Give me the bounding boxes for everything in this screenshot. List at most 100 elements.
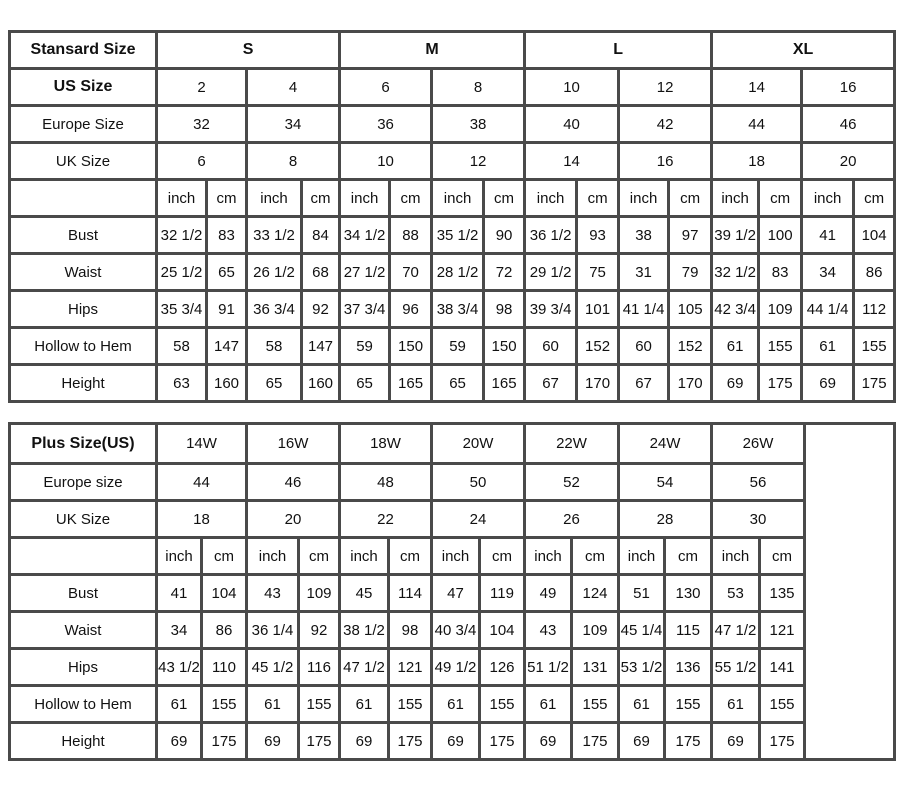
measure-value: 109 [297, 573, 341, 613]
measure-value: 61 [710, 684, 761, 724]
measure-value: 38 1/2 [338, 610, 390, 650]
measure-row: Height 63 160 65 160 65 165 65 165 67 170 67 170 69 17… [8, 363, 897, 403]
unit-label: cm [852, 178, 897, 218]
measure-value: 67 [617, 363, 671, 403]
size-value: 8 [430, 67, 527, 107]
measure-value: 170 [575, 363, 621, 403]
size-value: 8 [244, 141, 342, 181]
measure-value: 92 [299, 289, 342, 329]
size-value: 50 [430, 462, 526, 502]
unit-label: inch [617, 536, 666, 576]
size-value: 12 [617, 67, 714, 107]
size-value: 54 [617, 462, 713, 502]
measure-value: 160 [205, 363, 248, 403]
unit-label: cm [205, 178, 248, 218]
size-value: 20 [800, 141, 897, 181]
measure-value: 65 [338, 363, 392, 403]
measure-value: 55 1/2 [710, 647, 761, 687]
measure-value: 84 [299, 215, 342, 255]
measure-value: 61 [430, 684, 481, 724]
measure-value: 69 [710, 721, 761, 761]
unit-label: cm [570, 536, 620, 576]
measure-value: 41 [800, 215, 856, 255]
units-row: inch cm inch cm inch cm inch cm inch cm inch cm inch… [8, 536, 895, 576]
measure-value: 47 1/2 [338, 647, 390, 687]
measure-value: 32 1/2 [710, 252, 761, 292]
size-value: 2 [155, 67, 248, 107]
measure-value: 93 [575, 215, 621, 255]
size-value: 28 [617, 499, 713, 539]
plus-size-16w: 16W [245, 422, 341, 465]
measure-row: Hips 35 3/4 91 36 3/4 92 37 3/4 96 38 3/4 98 39 3… [8, 289, 897, 329]
row-label: Waist [8, 252, 158, 292]
measure-value: 34 1/2 [338, 215, 392, 255]
size-value: 32 [155, 104, 248, 144]
measure-row: Waist 25 1/2 65 26 1/2 68 27 1/2 70 28 1/2 72 29 … [8, 252, 897, 292]
measure-row: Bust 32 1/2 83 33 1/2 84 34 1/2 88 35 1/2 90 36 1… [8, 215, 897, 255]
measure-value: 69 [617, 721, 666, 761]
measure-value: 61 [155, 684, 203, 724]
size-value: 12 [430, 141, 527, 181]
measure-value: 150 [388, 326, 434, 366]
measure-value: 53 1/2 [617, 647, 666, 687]
measure-value: 33 1/2 [245, 215, 303, 255]
measure-value: 69 [430, 721, 481, 761]
header-row: Plus Size(US) 14W 16W 18W 20W 22W 24W 26W [8, 422, 895, 760]
measure-row: Hollow to Hem 61 155 61 155 61 155 61 155 61 155 61… [8, 684, 895, 724]
measure-value: 98 [482, 289, 527, 329]
measure-value: 69 [338, 721, 390, 761]
size-value: 40 [523, 104, 621, 144]
measure-value: 41 1/4 [617, 289, 671, 329]
measure-value: 65 [205, 252, 248, 292]
measure-value: 60 [617, 326, 671, 366]
measure-value: 175 [297, 721, 341, 761]
measure-value: 61 [338, 684, 390, 724]
size-value: 14 [710, 67, 804, 107]
measure-value: 155 [758, 684, 806, 724]
size-group-m: M [338, 30, 527, 70]
measure-value: 88 [388, 215, 434, 255]
measure-row: Bust 41 104 43 109 45 114 47 119 49 124 51 130 53 135 [8, 573, 895, 613]
measure-value: 69 [245, 721, 300, 761]
measure-value: 175 [663, 721, 713, 761]
measure-value: 96 [388, 289, 434, 329]
measure-value: 98 [387, 610, 433, 650]
measure-row: Height 69 175 69 175 69 175 69 175 69 175 69 175 69 17… [8, 721, 895, 761]
measure-value: 155 [852, 326, 897, 366]
measure-value: 34 [800, 252, 856, 292]
units-row: inch cm inch cm inch cm inch cm inch cm inch cm inch… [8, 178, 897, 218]
measure-value: 63 [155, 363, 208, 403]
measure-value: 126 [478, 647, 526, 687]
size-row: UK Size 6 8 10 12 14 16 18 20 [8, 141, 897, 181]
measure-value: 83 [205, 215, 248, 255]
measure-value: 26 1/2 [245, 252, 303, 292]
measure-value: 136 [663, 647, 713, 687]
measure-value: 39 1/2 [710, 215, 761, 255]
measure-value: 160 [299, 363, 342, 403]
unit-label: cm [387, 536, 433, 576]
measure-value: 175 [757, 363, 804, 403]
measure-value: 91 [205, 289, 248, 329]
plus-size-table: Plus Size(US) 14W 16W 18W 20W 22W 24W 26W Europe… [8, 422, 896, 761]
measure-row: Waist 34 86 36 1/4 92 38 1/2 98 40 3/4 104 43 109 4… [8, 610, 895, 650]
measure-value: 155 [663, 684, 713, 724]
measure-value: 165 [482, 363, 527, 403]
row-label: Hollow to Hem [8, 326, 158, 366]
row-label: Hollow to Hem [8, 684, 158, 724]
row-label: US Size [8, 67, 158, 107]
measure-value: 65 [245, 363, 303, 403]
unit-label: cm [388, 178, 434, 218]
measure-value: 155 [570, 684, 620, 724]
unit-label: inch [710, 536, 761, 576]
measure-value: 47 [430, 573, 481, 613]
size-value: 38 [430, 104, 527, 144]
measure-value: 27 1/2 [338, 252, 392, 292]
measure-value: 60 [523, 326, 579, 366]
row-label: Hips [8, 289, 158, 329]
measure-value: 32 1/2 [155, 215, 208, 255]
size-value: 44 [155, 462, 248, 502]
measure-value: 131 [570, 647, 620, 687]
size-value: 6 [155, 141, 248, 181]
size-group-l: L [523, 30, 714, 70]
measure-value: 116 [297, 647, 341, 687]
